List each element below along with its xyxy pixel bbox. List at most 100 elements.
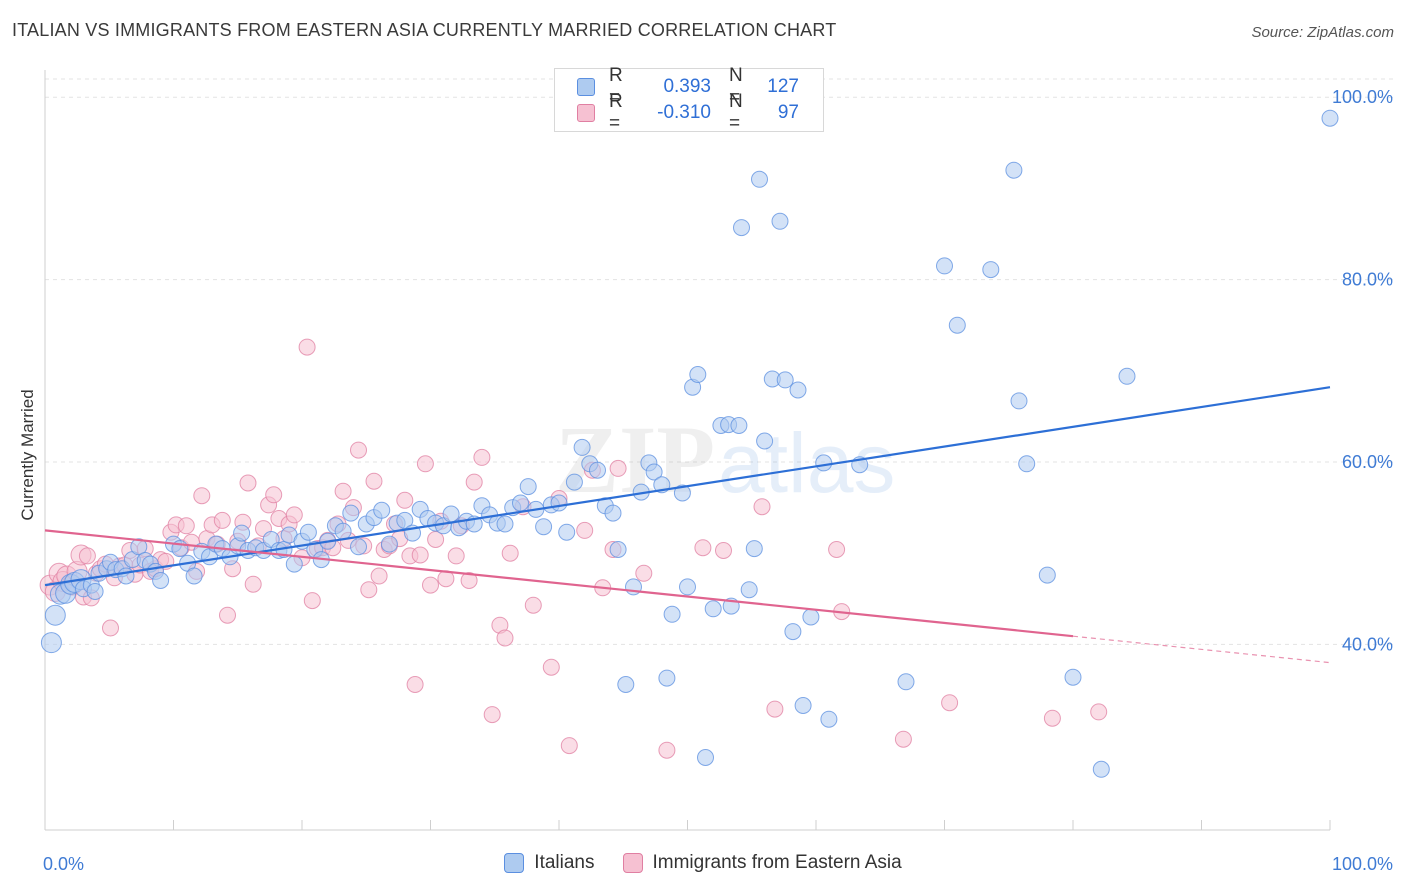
data-point-eastern-asia [1090, 703, 1108, 721]
data-point-eastern-asia [496, 629, 514, 647]
legend-label-eastern-asia: Immigrants from Eastern Asia [652, 852, 902, 873]
data-point-italians [776, 371, 794, 389]
data-point-eastern-asia [303, 592, 321, 610]
data-point-eastern-asia [177, 517, 195, 535]
data-point-italians [751, 170, 768, 188]
legend-item-eastern-asia[interactable]: Immigrants from Eastern Asia [622, 852, 902, 874]
legend-n-value: 97 [777, 102, 799, 123]
data-point-eastern-asia [560, 737, 578, 755]
data-point-italians [771, 212, 789, 230]
data-point-eastern-asia [828, 541, 846, 558]
data-point-eastern-asia [576, 521, 594, 539]
data-point-italians [117, 567, 135, 585]
data-point-italians [604, 504, 622, 522]
legend-swatch-italians [504, 853, 525, 873]
legend-r-label: R = [609, 65, 623, 108]
data-point-italians [679, 578, 696, 596]
legend-n-label: N = [729, 65, 743, 108]
data-point-eastern-asia [102, 619, 119, 637]
data-point-italians [982, 261, 1000, 279]
data-point-italians [86, 583, 104, 600]
data-point-eastern-asia [219, 606, 236, 624]
data-point-italians [373, 501, 391, 519]
data-point-italians [689, 366, 707, 383]
data-point-italians [820, 710, 838, 728]
data-point-eastern-asia [753, 498, 771, 516]
data-point-eastern-asia [635, 564, 653, 582]
data-point-italians [589, 461, 606, 479]
data-point-eastern-asia [715, 542, 732, 559]
y-tick-label: 100.0% [1332, 87, 1393, 107]
data-point-italians [380, 535, 398, 553]
data-point-eastern-asia [542, 658, 560, 676]
data-point-eastern-asia [483, 706, 501, 724]
chart-title: ITALIAN VS IMMIGRANTS FROM EASTERN ASIA … [12, 20, 837, 40]
data-point-italians [730, 417, 748, 434]
data-point-eastern-asia [1043, 709, 1061, 727]
data-point-italians [617, 676, 635, 693]
data-point-italians [789, 381, 807, 399]
data-point-eastern-asia [501, 544, 519, 562]
y-tick-label: 40.0% [1342, 634, 1393, 654]
legend-row-eastern-asia: R = -0.310 N = 97 [577, 91, 799, 134]
x-tick-label: 100.0% [1332, 854, 1393, 874]
data-point-italians [815, 454, 833, 472]
data-point-eastern-asia [285, 506, 303, 524]
data-point-italians [1321, 109, 1339, 127]
data-point-italians [1010, 392, 1028, 410]
data-point-italians [396, 511, 414, 529]
data-point-italians [1038, 566, 1056, 584]
data-point-eastern-asia [239, 474, 257, 492]
data-point-eastern-asia [213, 511, 231, 529]
data-point-italians [1118, 367, 1136, 385]
data-point-eastern-asia [894, 730, 912, 748]
data-point-italians [1064, 668, 1082, 686]
data-point-italians [645, 463, 663, 481]
data-point-italians [299, 523, 317, 541]
data-point-italians [550, 494, 568, 512]
tick-labels: 40.0% 60.0% 80.0% 100.0% 0.0% 100.0% [43, 87, 1393, 874]
data-point-italians [44, 604, 66, 626]
data-point-eastern-asia [365, 472, 383, 490]
legend-row-italians: R = 0.393 N = 127 [577, 65, 799, 108]
trend-line-solid [44, 529, 1074, 638]
data-point-italians [609, 541, 627, 558]
data-point-eastern-asia [78, 547, 96, 565]
data-point-eastern-asia [298, 338, 316, 356]
legend-n-value: 127 [767, 76, 799, 97]
data-point-eastern-asia [334, 482, 352, 500]
data-point-eastern-asia [350, 441, 367, 459]
data-point-italians [565, 473, 583, 491]
data-point-eastern-asia [411, 546, 429, 564]
data-point-italians [936, 257, 953, 275]
data-point-eastern-asia [766, 700, 784, 718]
data-point-italians [233, 524, 251, 542]
data-point-eastern-asia [265, 486, 283, 504]
data-point-italians [558, 523, 576, 541]
data-point-eastern-asia [193, 487, 211, 505]
data-point-italians [512, 494, 529, 512]
data-point-italians [40, 632, 62, 654]
legend-item-italians[interactable]: Italians [504, 852, 595, 874]
trend-line-dashed [1072, 635, 1331, 664]
data-point-italians [704, 600, 722, 618]
legend-swatch-italians [577, 78, 595, 96]
grid-lines [45, 78, 1395, 645]
data-point-italians [802, 608, 820, 626]
data-point-italians [130, 538, 148, 556]
series-legend: Italians Immigrants from Eastern Asia [0, 852, 1406, 874]
data-point-italians [948, 316, 966, 334]
data-point-eastern-asia [524, 596, 542, 614]
data-point-italians [794, 697, 812, 714]
legend-swatch-eastern-asia [622, 853, 643, 873]
data-point-italians [334, 522, 352, 540]
x-tick-label: 0.0% [43, 854, 84, 874]
y-tick-label: 80.0% [1342, 270, 1393, 290]
legend-label-italians: Italians [534, 852, 595, 873]
data-point-italians [519, 478, 537, 496]
data-point-eastern-asia [422, 576, 439, 594]
data-point-eastern-asia [465, 473, 483, 491]
data-point-eastern-asia [396, 491, 414, 509]
data-point-eastern-asia [406, 676, 424, 693]
